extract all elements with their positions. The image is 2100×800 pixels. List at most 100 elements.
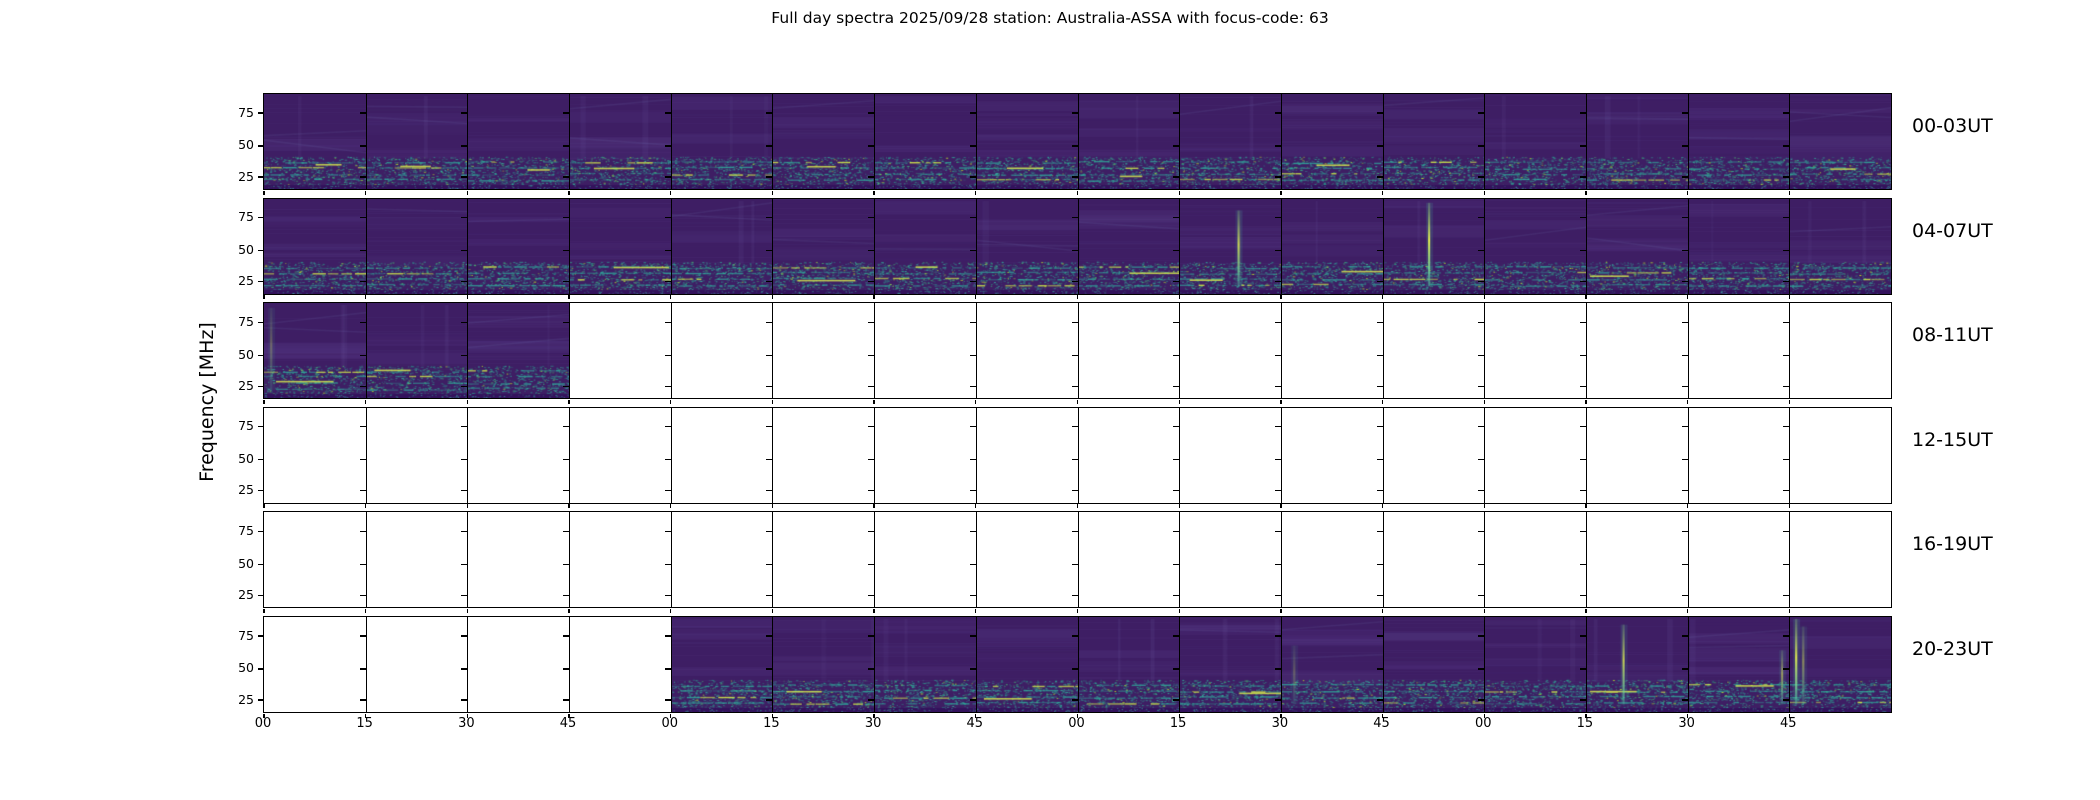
y-tick <box>1376 176 1383 178</box>
x-tick <box>365 190 367 195</box>
y-tick <box>359 176 366 178</box>
x-tick <box>263 504 265 509</box>
y-tick <box>1783 668 1790 670</box>
y-tick <box>868 249 875 252</box>
y-tick <box>1681 490 1688 492</box>
x-tick-label: 45 <box>1373 716 1390 731</box>
empty-panel <box>569 512 671 608</box>
y-tick <box>1579 490 1586 492</box>
y-tick <box>664 354 671 356</box>
y-tick <box>563 490 570 492</box>
x-tick <box>873 504 875 509</box>
spectrogram-panel <box>1789 198 1891 294</box>
spectrogram-canvas <box>875 198 976 294</box>
spectrogram-panel <box>1179 617 1281 712</box>
y-tick-label: 50 <box>238 242 254 258</box>
y-tick <box>766 594 773 597</box>
y-tick <box>258 490 264 492</box>
x-tick <box>1280 608 1282 613</box>
y-tick <box>563 280 570 283</box>
spectrogram-canvas <box>976 198 1078 294</box>
y-tick <box>258 216 264 219</box>
y-tick <box>563 216 570 219</box>
y-tick <box>969 354 976 356</box>
empty-panel <box>772 512 874 608</box>
y-tick <box>258 112 264 114</box>
spectrogram-canvas <box>468 303 570 399</box>
y-tick <box>563 668 570 670</box>
y-tick <box>1173 635 1180 637</box>
y-tick <box>969 490 976 492</box>
y-tick <box>1071 635 1078 637</box>
spectrogram-panel <box>772 94 875 189</box>
x-tick <box>1280 713 1282 718</box>
spectrogram-canvas <box>1586 198 1688 294</box>
y-tick <box>1071 385 1078 387</box>
x-tick <box>568 504 570 509</box>
y-tick <box>1173 563 1180 565</box>
y-tick-label: 25 <box>238 691 254 707</box>
y-tick <box>563 321 570 323</box>
y-tick <box>969 426 976 428</box>
empty-panel <box>1484 407 1586 503</box>
spectrogram-canvas <box>1383 198 1485 294</box>
y-tick <box>1071 530 1078 533</box>
x-tick <box>1585 295 1587 300</box>
y-tick <box>563 635 570 637</box>
spectrogram-canvas <box>264 94 366 189</box>
spectra-row <box>258 511 1892 613</box>
empty-panel <box>264 512 366 607</box>
y-tick <box>664 635 671 637</box>
y-tick <box>1173 280 1180 283</box>
y-tick <box>359 354 366 356</box>
y-tick-label: 75 <box>238 627 254 643</box>
x-tick <box>1686 295 1689 300</box>
empty-panel <box>975 303 1078 399</box>
y-tick <box>1783 112 1790 114</box>
y-tick <box>1783 176 1790 178</box>
y-tick <box>664 530 671 533</box>
y-tick <box>766 563 773 565</box>
x-tick <box>1483 713 1485 718</box>
y-tick <box>1579 426 1586 428</box>
y-tick <box>1478 459 1485 461</box>
y-tick <box>1478 249 1485 252</box>
x-tick <box>771 399 774 404</box>
y-tick <box>1376 145 1383 147</box>
y-tick <box>461 112 468 114</box>
y-tick <box>563 459 570 461</box>
empty-panel <box>1382 407 1485 503</box>
x-tick <box>873 399 875 404</box>
y-tick <box>1274 112 1281 114</box>
y-tick <box>1783 490 1790 492</box>
y-tick <box>664 563 671 565</box>
spectrogram-canvas <box>366 198 468 294</box>
y-tick <box>868 490 875 492</box>
y-tick <box>1579 668 1586 670</box>
y-tick <box>1681 145 1688 147</box>
y-tick <box>969 385 976 387</box>
y-tick <box>563 699 570 701</box>
x-tick <box>568 713 570 718</box>
y-tick <box>1071 699 1078 701</box>
y-tick <box>258 249 264 252</box>
y-tick <box>969 280 976 283</box>
y-tick <box>969 176 976 178</box>
y-tick <box>359 699 366 701</box>
y-tick <box>1478 385 1485 387</box>
x-tick <box>263 295 265 300</box>
y-tick <box>1376 280 1383 283</box>
y-tick <box>1274 594 1281 597</box>
y-tick <box>563 530 570 533</box>
spectrogram-panel <box>365 303 468 399</box>
empty-panel <box>772 407 874 503</box>
y-tick <box>1173 385 1180 387</box>
y-tick <box>1681 563 1688 565</box>
y-tick <box>664 216 671 219</box>
x-tick <box>1686 608 1689 613</box>
spectra-row <box>258 616 1892 718</box>
y-tick <box>766 354 773 356</box>
y-tick <box>1478 216 1485 219</box>
y-tick <box>766 112 773 114</box>
